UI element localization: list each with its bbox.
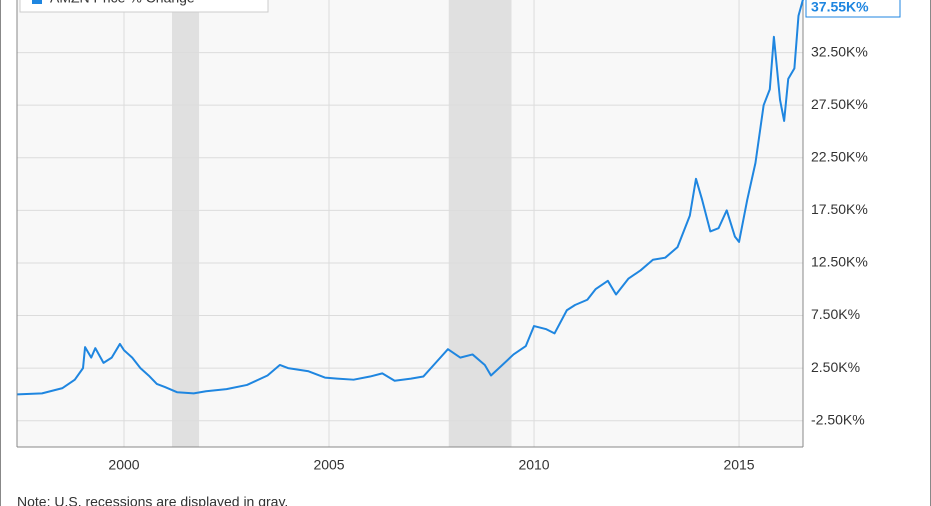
- value-label-box: [805, 0, 901, 18]
- y-tick-label: 7.50K%: [811, 306, 860, 322]
- legend-label: AMZN Price % Change: [50, 0, 195, 6]
- y-tick-label: 22.50K%: [811, 148, 868, 164]
- recession-band: [448, 0, 512, 447]
- y-tick-label: 32.50K%: [811, 43, 868, 59]
- y-tick-label: 2.50K%: [811, 359, 860, 375]
- price-line: [17, 0, 804, 396]
- legend-box: [19, 0, 269, 13]
- legend-swatch: [32, 0, 42, 4]
- value-label: 37.55K%: [811, 0, 869, 15]
- y-tick-label: 17.50K%: [811, 201, 868, 217]
- x-tick-label: 2005: [313, 457, 344, 473]
- x-tick-label: 2000: [108, 457, 139, 473]
- note: Note: U.S. recessions are displayed in g…: [17, 494, 288, 506]
- x-tick-label: 2015: [723, 457, 754, 473]
- plot-area: [17, 0, 803, 447]
- y-tick-label: 12.50K%: [811, 254, 868, 270]
- x-tick-label: 2010: [518, 457, 549, 473]
- y-tick-label: 27.50K%: [811, 96, 868, 112]
- recession-band: [171, 0, 200, 447]
- y-tick-label: -2.50K%: [811, 411, 865, 427]
